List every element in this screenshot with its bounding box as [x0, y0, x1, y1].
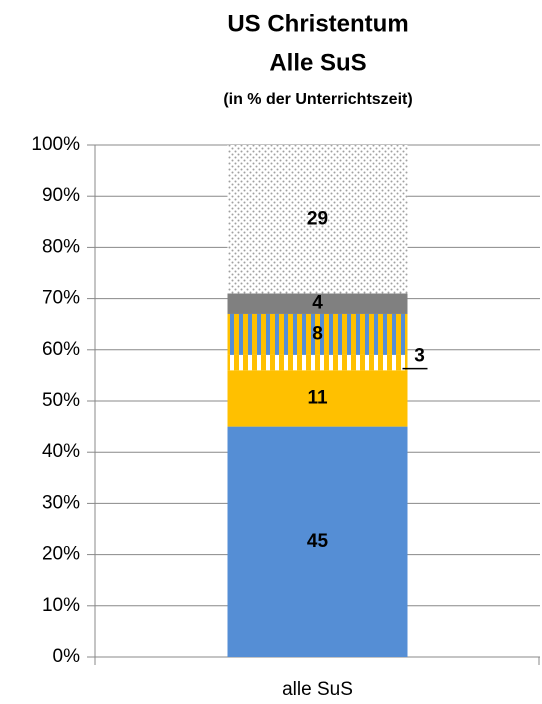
data-label: 4 [312, 293, 323, 314]
bar-segment [227, 354, 408, 371]
chart-title: Alle SuS [269, 49, 366, 76]
y-tick-label: 30% [42, 492, 80, 513]
bar-segment [227, 293, 408, 314]
y-tick-label: 20% [42, 544, 80, 565]
y-tick-label: 0% [53, 646, 81, 667]
data-label: 45 [307, 531, 329, 552]
x-tick-label: alle SuS [282, 679, 353, 700]
y-tick-label: 40% [42, 441, 80, 462]
y-tick-label: 70% [42, 288, 80, 309]
bar-segment [227, 370, 408, 427]
data-label: 8 [312, 323, 323, 344]
data-label: 11 [307, 387, 328, 408]
chart-subtitle: (in % der Unterrichtszeit) [223, 91, 412, 108]
bar-segment [227, 426, 408, 657]
bar-segment [227, 145, 408, 294]
y-tick-label: 80% [42, 236, 80, 257]
bar-segment [227, 313, 408, 355]
y-tick-label: 50% [42, 390, 80, 411]
data-label: 3 [414, 346, 425, 367]
y-tick-label: 60% [42, 339, 80, 360]
chart-title: US Christentum [227, 10, 408, 37]
y-tick-label: 90% [42, 185, 80, 206]
y-tick-label: 10% [42, 595, 80, 616]
y-tick-label: 100% [31, 134, 80, 155]
data-label: 29 [307, 208, 328, 229]
